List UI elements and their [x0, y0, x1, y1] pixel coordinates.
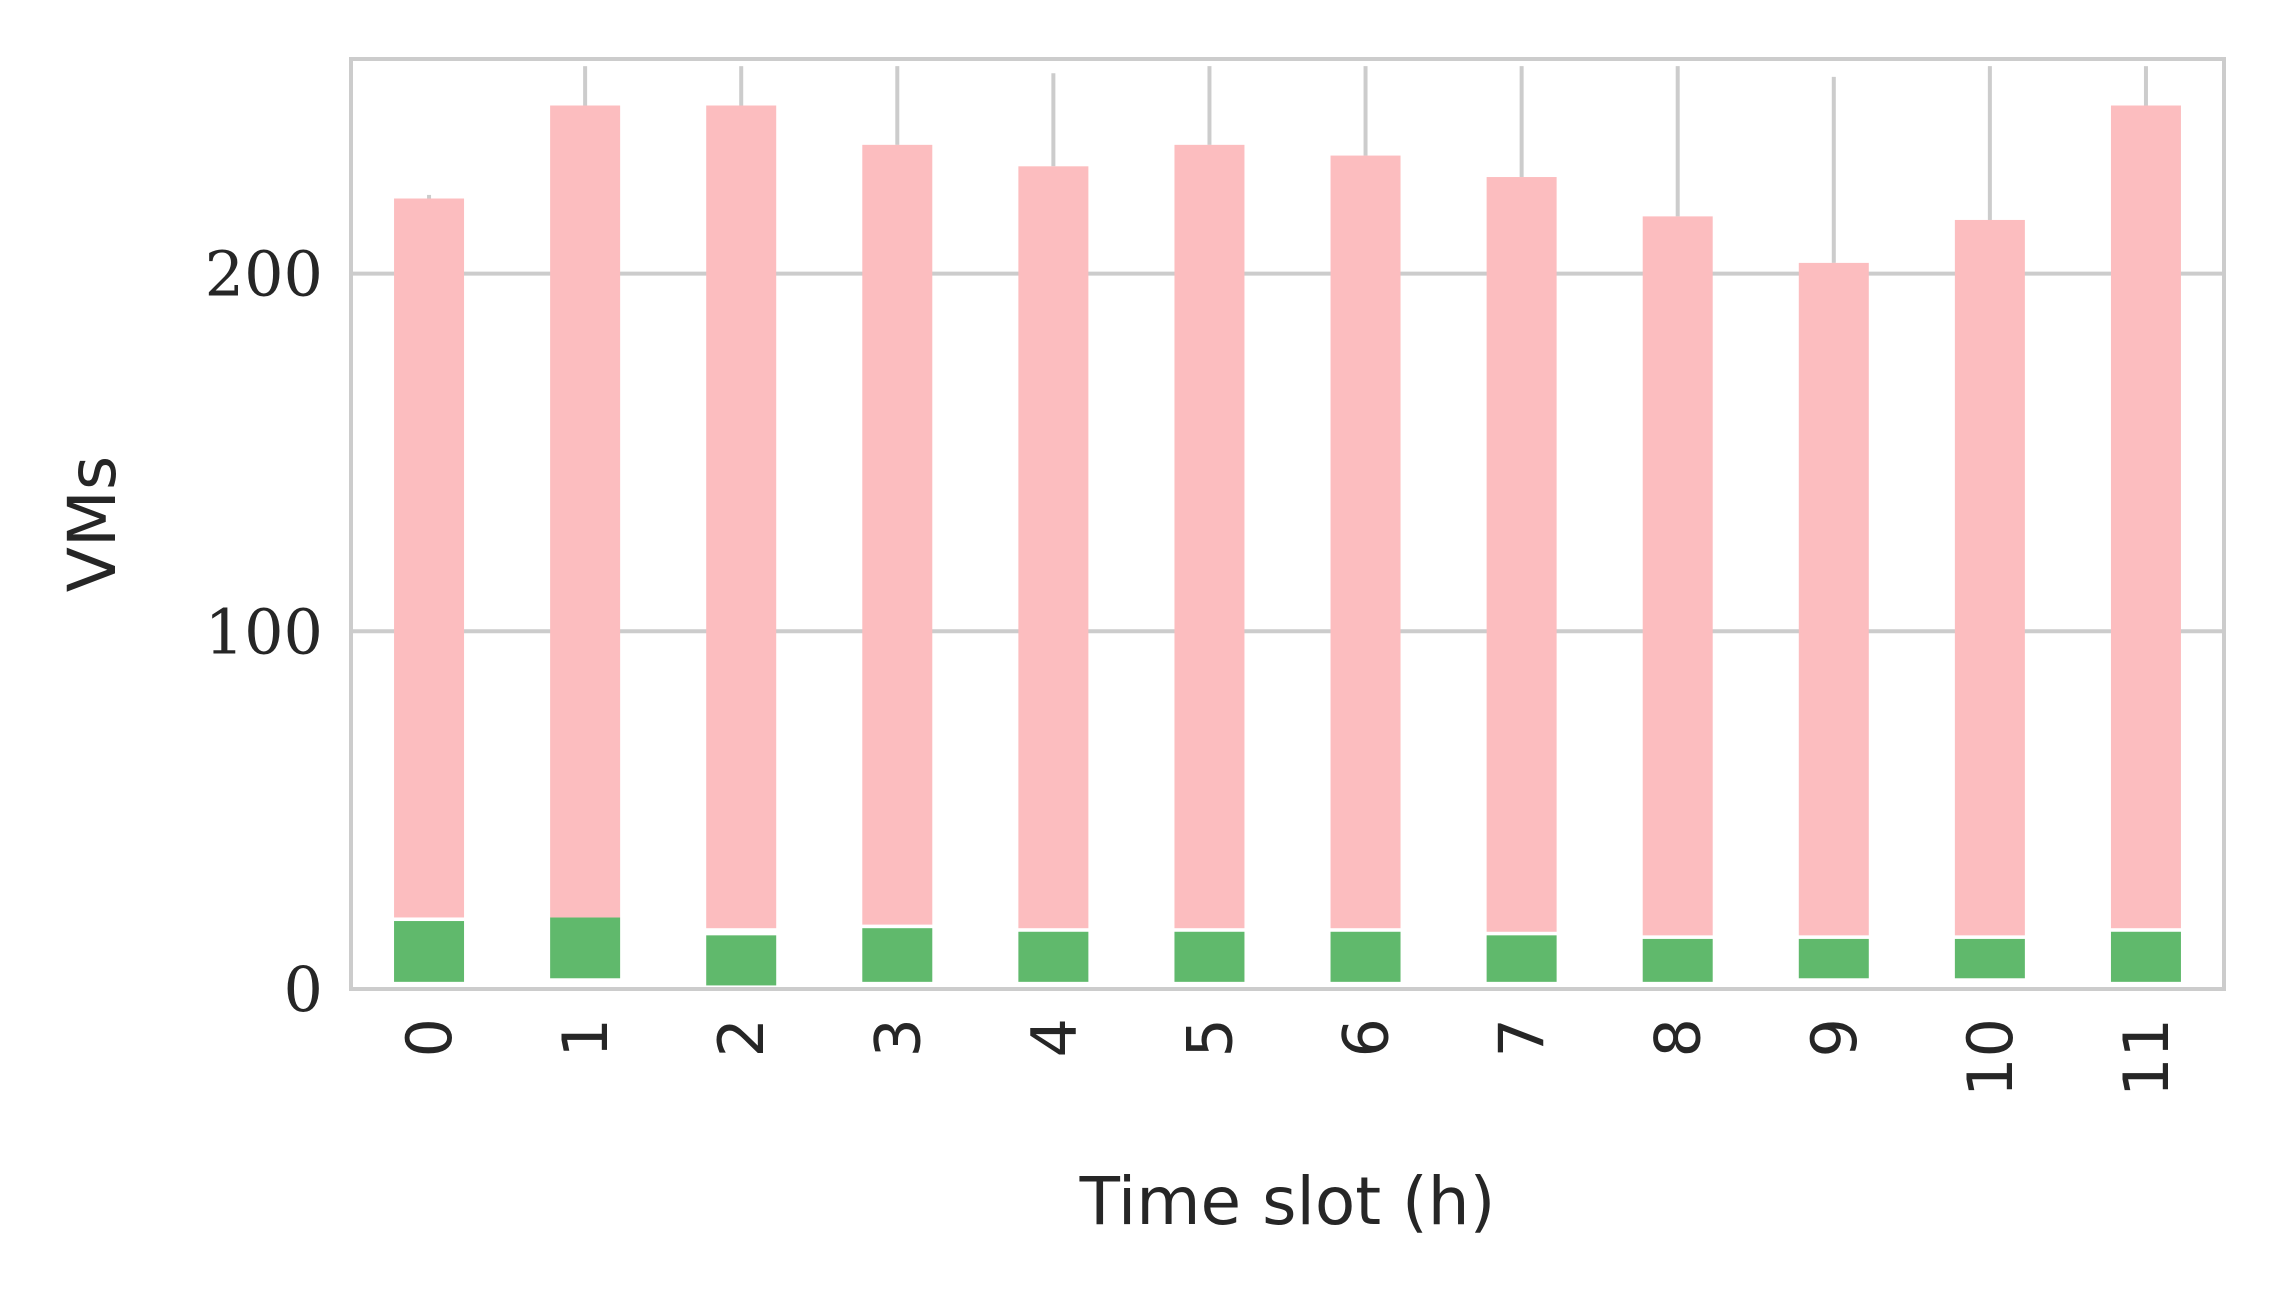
x-tick-label: 6: [1330, 1018, 1403, 1057]
x-tick-label: 11: [2110, 1018, 2183, 1097]
bar-lower-segment: [2110, 931, 2181, 982]
x-tick-label: 8: [1642, 1018, 1715, 1057]
x-tick-label: 4: [1017, 1018, 1090, 1057]
x-tick-label: 5: [1173, 1018, 1246, 1057]
x-tick-label: 2: [705, 1018, 778, 1057]
bar-lower-segment: [1486, 935, 1557, 982]
bar-upper-segment: [1954, 219, 2025, 936]
bar-lower-segment: [1330, 931, 1401, 982]
bar-upper-segment: [706, 105, 777, 929]
bar-upper-segment: [1642, 216, 1713, 936]
x-tick-label: 7: [1486, 1018, 1559, 1057]
bar-lower-segment: [1018, 931, 1089, 982]
y-axis-title: VMs: [54, 456, 131, 592]
x-tick-label: 3: [861, 1018, 934, 1057]
bar-upper-segment: [550, 105, 621, 918]
bar-lower-segment: [394, 921, 465, 982]
bar-lower-segment: [862, 928, 933, 982]
bar-upper-segment: [2110, 105, 2181, 929]
bar-upper-segment: [1798, 262, 1869, 936]
y-tick-label: 200: [205, 238, 323, 311]
y-tick-label: 100: [205, 595, 323, 668]
x-tick-label: 9: [1798, 1018, 1871, 1057]
bar-lower-segment: [1798, 938, 1869, 979]
bar-upper-segment: [1486, 177, 1557, 932]
plot-frame: [349, 57, 2226, 991]
x-tick-label: 1: [549, 1018, 622, 1057]
bar-upper-segment: [394, 198, 465, 918]
x-tick-label: 0: [393, 1018, 466, 1057]
bar-lower-segment: [1954, 938, 2025, 979]
bar-lower-segment: [550, 917, 621, 979]
y-tick-label: 0: [284, 953, 323, 1026]
bar-lower-segment: [706, 935, 777, 986]
bar-upper-segment: [1018, 166, 1089, 929]
bar-upper-segment: [1174, 144, 1245, 929]
bar-lower-segment: [1174, 931, 1245, 982]
x-tick-label: 10: [1954, 1018, 2027, 1097]
bar-upper-segment: [862, 144, 933, 925]
bar-upper-segment: [1330, 155, 1401, 929]
bar-lower-segment: [1642, 938, 1713, 982]
x-axis-title: Time slot (h): [1079, 1163, 1496, 1240]
